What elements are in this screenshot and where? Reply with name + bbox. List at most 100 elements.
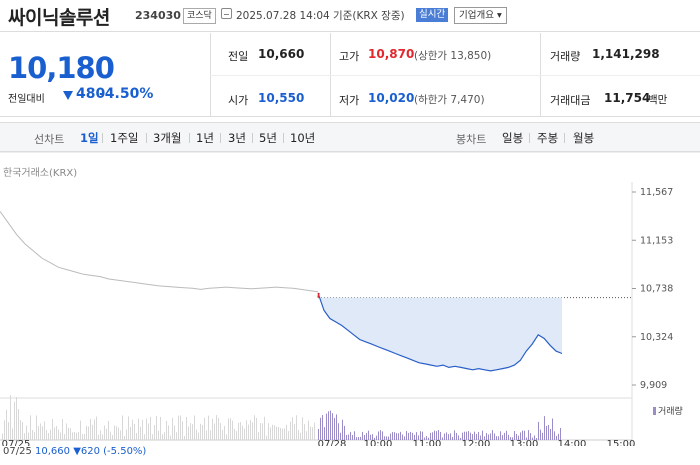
volume-bar-prev [116,426,117,440]
volume-bar-today [514,431,515,440]
period-3y-button[interactable]: 3년 [228,131,246,145]
volume-bar-today [418,435,419,440]
volume-bar-prev [58,429,59,440]
period-10y-button[interactable]: 10년 [290,131,316,145]
divider [252,133,253,143]
volume-bar-today [544,416,545,440]
candle-monthly-button[interactable]: 월봉 [573,131,595,145]
volume-bar-prev [148,423,149,440]
volume-bar-prev [246,420,247,440]
volume-bar-today [394,432,395,440]
volume-bar-today [554,431,555,440]
market-badge: 코스닥 [183,8,216,24]
volume-bar-prev [270,427,271,440]
volume-bar-today [482,430,483,440]
candle-weekly-button[interactable]: 주봉 [537,131,559,145]
period-1y-button[interactable]: 1년 [196,131,214,145]
footer-date: 07/25 [3,446,32,457]
volume-bar-prev [214,423,215,440]
volume-bar-prev [152,434,153,440]
x-tick-label: 14:00 [558,439,587,446]
volume-bar-prev [292,417,293,440]
period-3m-button[interactable]: 3개월 [153,131,182,145]
volume-bar-today [522,430,523,440]
volume-bar-prev [178,415,179,440]
volume-bar-prev [268,423,269,440]
volume-bar-today [516,433,517,440]
y-tick-label: 10,324 [640,332,673,343]
volume-bar-prev [92,424,93,440]
realtime-badge[interactable]: 실시간 [416,8,449,22]
stock-code: 234030 [135,9,181,22]
period-5y-button[interactable]: 5년 [259,131,277,145]
data-source: 한국거래소(KRX) [3,168,78,179]
volume-bar-today [398,433,399,440]
company-overview-dropdown[interactable]: 기업개요 ▾ [454,7,507,24]
volume-bar-prev [18,408,19,440]
volume-bar-prev [158,430,159,440]
volume-bar-today [332,413,333,440]
volume-bar-today [416,432,417,440]
footer-price: 10,660 [35,446,71,457]
volume-bar-prev [312,427,313,440]
volume-bar-today [494,433,495,440]
volume-bar-prev [150,416,151,440]
volume-bar-prev [46,430,47,440]
volume-bar-today [440,431,441,440]
volume-bar-prev [160,416,161,440]
volume-bar-today [466,431,467,440]
volume-bar-prev [194,415,195,440]
volume-bar-today [486,433,487,440]
volume-bar-prev [76,432,77,440]
period-1d-button[interactable]: 1일 [80,131,99,145]
period-1w-button[interactable]: 1주일 [110,131,139,145]
candle-daily-button[interactable]: 일봉 [502,131,524,145]
volume-bar-prev [204,417,205,440]
x-tick-label: 11:00 [413,439,442,446]
volume-bar-prev [78,432,79,440]
candle-chart-label: 봉차트 [456,133,487,146]
volume-bar-prev [36,415,37,440]
y-tick-label: 9,909 [640,380,667,391]
volume-bar-prev [186,416,187,440]
volume-bar-today [446,432,447,440]
x-tick-label: 07/28 [318,439,347,446]
volume-bar-today [410,431,411,440]
volume-bar-prev [90,418,91,440]
volume-bar-today [318,428,319,440]
volume-bar-today [402,434,403,440]
volume-bar-today [414,434,415,440]
volume-bar-prev [72,432,73,440]
volume-bar-prev [234,428,235,440]
volume-bar-today [448,434,449,440]
volume-bar-prev [134,424,135,440]
volume-bar-today [384,436,385,440]
volume-bar-prev [108,420,109,440]
volume-bar-prev [70,428,71,440]
volume-bar-prev [294,424,295,440]
volume-bar-prev [190,423,191,440]
volume-bar-prev [144,434,145,440]
stock-header: 싸이닉솔루션 234030 코스닥 2025.07.28 14:04 기준(KR… [0,0,700,32]
price-chart[interactable]: 11,567 11,153 10,738 10,324 9,909 07/25 07/28 1… [0,152,700,446]
open-label: 시가 [228,94,249,107]
volume-bar-today [478,431,479,440]
volume-bar-today [368,430,369,440]
current-price: 10,180 [8,51,115,85]
volume-bar-today [408,432,409,440]
volume-bar-prev [128,416,129,440]
volume-bar-prev [188,426,189,440]
volume-bar-prev [60,432,61,440]
divider [189,133,190,143]
amount-unit: 백만 [648,94,668,106]
volume-bar-today [396,433,397,440]
volume-bar-prev [140,426,141,440]
volume-bar-today [430,432,431,440]
volume-value: 1,141,298 [592,47,660,61]
volume-bar-prev [96,416,97,440]
volume-bar-today [412,432,413,440]
volume-bar-prev [172,417,173,440]
volume-bar-today [366,433,367,440]
volume-bar-prev [26,425,27,440]
volume-bar-prev [256,417,257,440]
